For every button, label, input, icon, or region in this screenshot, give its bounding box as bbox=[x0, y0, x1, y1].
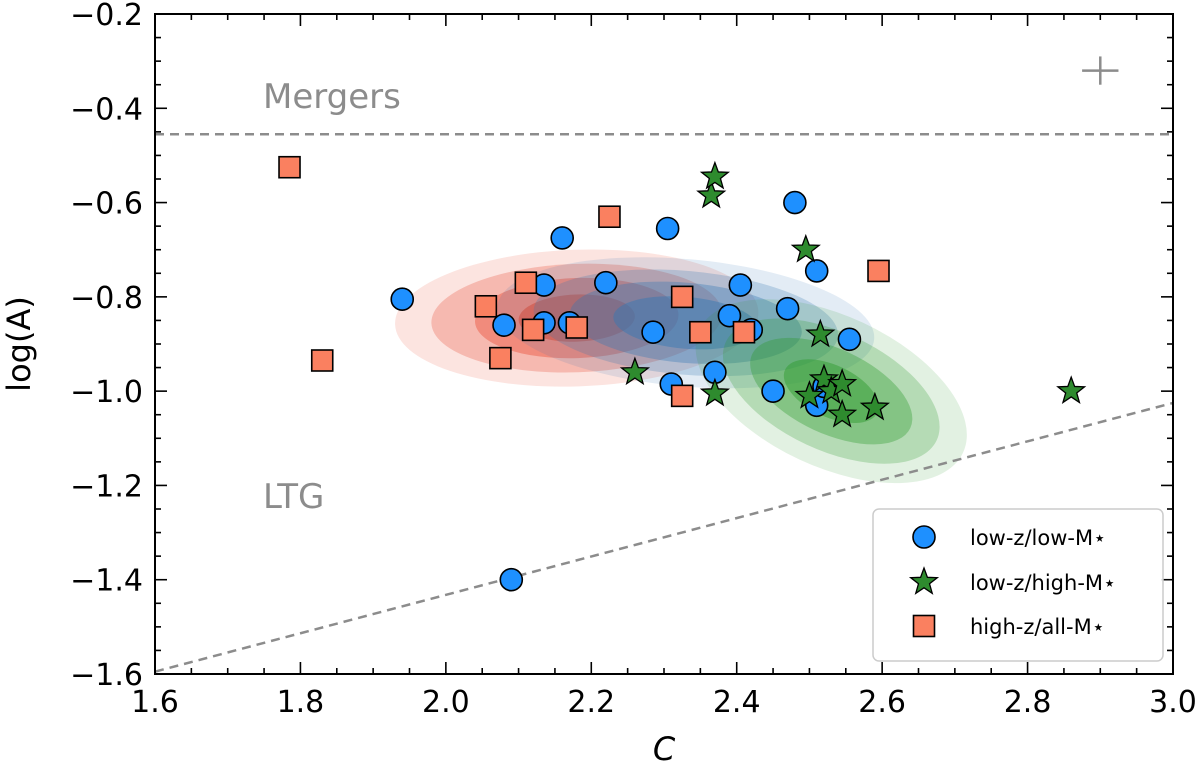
legend-label: high-z/all-M⋆ bbox=[970, 615, 1105, 639]
y-tick-label: −1.0 bbox=[70, 375, 143, 410]
star-point bbox=[619, 356, 651, 386]
square-point bbox=[689, 320, 712, 344]
y-tick-label: −0.6 bbox=[70, 187, 143, 222]
square-point bbox=[565, 316, 589, 339]
square-point bbox=[521, 318, 545, 342]
legend-star-marker bbox=[908, 566, 940, 595]
star-point bbox=[827, 368, 858, 397]
y-tick-label: −1.6 bbox=[70, 658, 143, 693]
square-point bbox=[670, 285, 694, 309]
contour-level-1 bbox=[533, 269, 839, 377]
circle-point bbox=[761, 379, 785, 403]
circle-point bbox=[728, 273, 753, 297]
y-tick-label: −0.8 bbox=[70, 281, 143, 316]
star-point bbox=[699, 377, 731, 407]
series-square bbox=[278, 155, 890, 408]
mergers-region-label: Mergers bbox=[263, 77, 401, 117]
circle-point bbox=[655, 216, 680, 241]
x-tick-label: 2.0 bbox=[422, 685, 470, 720]
y-tick-label: −1.2 bbox=[70, 469, 143, 504]
square-point bbox=[732, 320, 756, 344]
square-point bbox=[489, 346, 512, 370]
y-tick-label: −0.4 bbox=[70, 92, 143, 127]
circle-point bbox=[499, 567, 524, 592]
circle-point bbox=[492, 313, 516, 337]
star-point bbox=[794, 379, 825, 409]
contour-level-0 bbox=[497, 257, 875, 389]
star-point bbox=[790, 233, 821, 263]
ltg-region-label: LTG bbox=[263, 477, 324, 517]
legend-box bbox=[872, 508, 1164, 662]
x-tick-label: 2.6 bbox=[858, 685, 906, 720]
square-point bbox=[310, 349, 334, 372]
circle-point bbox=[783, 190, 807, 215]
star-point bbox=[859, 391, 890, 421]
legend: low-z/low-M⋆ low-z/high-M⋆ high-z/all-M⋆ bbox=[872, 508, 1164, 662]
star-point bbox=[696, 179, 727, 209]
legend-label: low-z/high-M⋆ bbox=[970, 571, 1116, 595]
x-tick-label: 1.6 bbox=[131, 685, 179, 720]
circle-point bbox=[804, 259, 829, 283]
legend-circle-marker bbox=[912, 525, 936, 549]
error-cross-icon bbox=[1082, 56, 1119, 85]
density-contours bbox=[395, 249, 967, 484]
square-point bbox=[598, 205, 621, 229]
square-point bbox=[278, 155, 301, 179]
axis-ticks: 1.6 1.8 2.0 2.2 2.4 2.6 2.8 3.0 −1.6 −1.4 −1.2 −1.0… bbox=[70, 0, 1197, 720]
x-tick-label: 1.8 bbox=[277, 685, 325, 720]
legend-square-marker bbox=[912, 614, 936, 638]
reference-lines bbox=[155, 132, 1173, 673]
circle-point bbox=[837, 327, 862, 352]
square-point bbox=[474, 294, 498, 318]
series-star bbox=[619, 160, 1087, 428]
y-tick-label: −0.2 bbox=[70, 0, 143, 33]
legend-label: low-z/low-M⋆ bbox=[970, 526, 1106, 550]
square-point bbox=[514, 271, 538, 295]
circle-point bbox=[594, 270, 618, 295]
circle-point bbox=[550, 226, 575, 250]
circle-point bbox=[390, 287, 415, 312]
y-tick-label: −1.4 bbox=[70, 564, 143, 599]
x-axis-title: C bbox=[653, 730, 676, 766]
star-point bbox=[827, 398, 858, 428]
x-tick-label: 2.2 bbox=[567, 685, 615, 720]
star-point bbox=[805, 318, 836, 348]
ltg-boundary-line bbox=[155, 401, 1173, 673]
star-point bbox=[699, 160, 731, 190]
square-point bbox=[867, 259, 890, 283]
star-point bbox=[808, 363, 840, 393]
x-tick-label: 2.8 bbox=[1004, 685, 1052, 720]
circle-point bbox=[775, 296, 800, 321]
circle-point bbox=[641, 320, 665, 345]
x-tick-label: 2.4 bbox=[713, 685, 761, 720]
square-point bbox=[670, 384, 694, 408]
star-point bbox=[1056, 375, 1087, 404]
data-points bbox=[278, 155, 1087, 592]
y-axis-title: log(A) bbox=[0, 296, 38, 392]
x-tick-label: 3.0 bbox=[1149, 685, 1197, 720]
